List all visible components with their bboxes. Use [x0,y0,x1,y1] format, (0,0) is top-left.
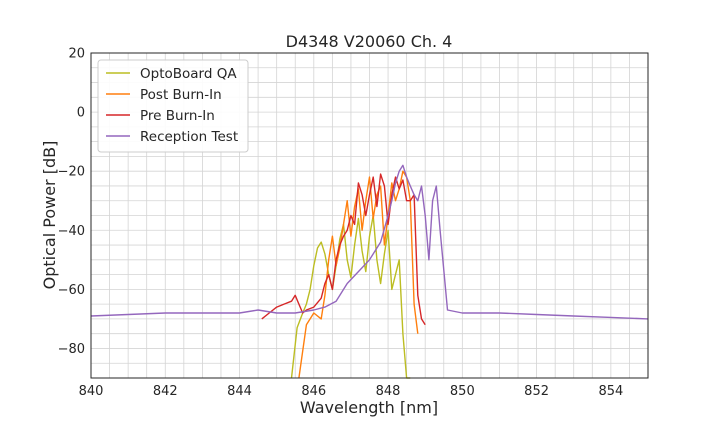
x-tick-label: 846 [301,384,326,399]
y-tick-label: 0 [77,106,85,121]
legend-label-1: Post Burn-In [140,87,222,103]
y-tick-label: 20 [68,47,85,62]
tick-labels: 840 842 844 846 848 850 852 854 20 0 −20 −40 −60 −80 [58,47,624,400]
x-tick-label: 854 [598,384,623,399]
x-axis-label: Wavelength [nm] [300,398,438,417]
y-tick-label: −20 [58,165,85,180]
series-line-2 [261,173,426,326]
legend-box [97,59,249,153]
y-tick-label: −80 [58,342,85,357]
x-tick-label: 852 [524,384,549,399]
y-tick-label: −40 [58,224,85,239]
chart-title: D4348 V20060 Ch. 4 [286,32,453,51]
legend-label-2: Pre Burn-In [140,108,215,124]
plot-frame [90,52,649,379]
x-tick-label: 850 [450,384,475,399]
series-lines [90,164,649,379]
legend-label-3: Reception Test [140,129,238,145]
y-axis-label: Optical Power [dB] [40,141,59,290]
x-tick-label: 840 [79,384,104,399]
x-tick-label: 848 [376,384,401,399]
series-line-0 [290,214,411,379]
x-tick-label: 842 [153,384,178,399]
x-tick-label: 844 [227,384,252,399]
series-line-3 [90,164,649,320]
legend-label-0: OptoBoard QA [140,66,237,82]
legend: OptoBoard QA Post Burn-In Pre Burn-In Recep… [97,59,249,153]
y-tick-label: −60 [58,283,85,298]
